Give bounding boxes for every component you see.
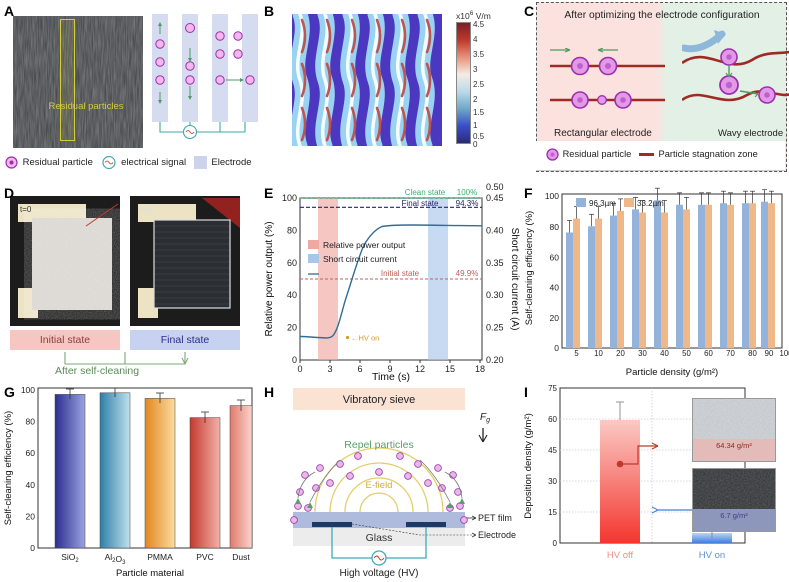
svg-text:0: 0: [30, 543, 35, 553]
svg-text:HV on: HV on: [699, 550, 725, 561]
svg-text:70: 70: [726, 349, 735, 358]
svg-text:50: 50: [682, 180, 691, 182]
svg-text:40: 40: [26, 480, 36, 490]
svg-text:Fg: Fg: [480, 412, 490, 424]
svg-text:90: 90: [770, 180, 779, 182]
svg-text:33.2µm: 33.2µm: [637, 199, 664, 208]
svg-text:60: 60: [704, 180, 713, 182]
svg-text:60: 60: [287, 258, 297, 268]
svg-text:Initial state: Initial state: [381, 269, 420, 278]
svg-text:96.3µm: 96.3µm: [589, 199, 616, 208]
svg-text:15: 15: [548, 508, 557, 517]
svg-text:100: 100: [779, 349, 789, 358]
svg-text:50: 50: [682, 349, 691, 358]
svg-text:Relative power output (%): Relative power output (%): [264, 221, 275, 336]
svg-text:←HV on: ←HV on: [351, 334, 379, 343]
svg-text:10: 10: [594, 349, 603, 358]
svg-text:Particle material: Particle material: [116, 568, 184, 579]
svg-text:80: 80: [26, 417, 36, 427]
svg-text:20: 20: [26, 511, 36, 521]
svg-text:SiO2: SiO2: [61, 552, 79, 564]
svg-text:100: 100: [282, 193, 297, 203]
svg-text:PET film: PET film: [478, 513, 512, 523]
svg-text:0.45: 0.45: [486, 193, 504, 203]
svg-text:94.3%: 94.3%: [456, 199, 479, 208]
svg-text:0: 0: [553, 539, 558, 548]
svg-text:10: 10: [594, 180, 603, 182]
svg-text:60: 60: [550, 252, 560, 262]
svg-text:80: 80: [748, 349, 757, 358]
svg-text:80: 80: [287, 225, 297, 235]
svg-text:Relative power output: Relative power output: [323, 240, 406, 250]
svg-text:6: 6: [357, 364, 362, 374]
svg-text:0.30: 0.30: [486, 290, 504, 300]
svg-text:Final state: Final state: [402, 199, 439, 208]
svg-text:Self-cleaning efficiency (%): Self-cleaning efficiency (%): [3, 411, 14, 525]
svg-text:20: 20: [287, 323, 297, 333]
svg-text:Electrode: Electrode: [478, 530, 516, 540]
svg-text:80: 80: [748, 180, 757, 182]
svg-text:t=d: t=d: [140, 205, 151, 214]
svg-text:0.50: 0.50: [486, 182, 504, 192]
svg-text:0: 0: [297, 364, 302, 374]
svg-text:Self-cleaning efficiency (%): Self-cleaning efficiency (%): [524, 211, 535, 325]
svg-text:100%: 100%: [457, 188, 477, 197]
svg-text:40: 40: [660, 180, 669, 182]
svg-text:0.40: 0.40: [486, 225, 504, 235]
svg-text:20: 20: [550, 313, 560, 323]
svg-text:60: 60: [704, 349, 713, 358]
svg-text:40: 40: [660, 349, 669, 358]
svg-text:PVC: PVC: [196, 552, 213, 562]
svg-text:90: 90: [765, 349, 774, 358]
svg-text:100: 100: [545, 191, 559, 201]
svg-text:75: 75: [548, 384, 557, 393]
svg-text:Al2O3: Al2O3: [105, 552, 127, 566]
svg-text:Dust: Dust: [232, 552, 250, 562]
svg-text:100: 100: [21, 385, 35, 395]
svg-text:0: 0: [554, 343, 559, 353]
svg-text:45: 45: [548, 446, 557, 455]
svg-text:Clean state: Clean state: [405, 188, 446, 197]
svg-text:80: 80: [550, 222, 560, 232]
svg-text:Vibratory sieve: Vibratory sieve: [343, 394, 416, 406]
svg-text:5: 5: [574, 349, 579, 358]
svg-text:Particle density (g/m²): Particle density (g/m²): [626, 367, 718, 378]
svg-text:60: 60: [26, 448, 36, 458]
svg-text:Glass: Glass: [366, 532, 393, 544]
svg-text:18: 18: [475, 364, 485, 374]
svg-text:70: 70: [726, 180, 735, 182]
svg-text:20: 20: [616, 349, 625, 358]
svg-text:HV off: HV off: [607, 550, 634, 561]
svg-text:15: 15: [445, 364, 455, 374]
svg-text:30: 30: [638, 349, 647, 358]
svg-text:t=0: t=0: [20, 205, 32, 214]
svg-text:High voltage (HV): High voltage (HV): [340, 568, 419, 579]
svg-text:30: 30: [638, 180, 647, 182]
svg-text:60: 60: [548, 415, 557, 424]
svg-text:3: 3: [327, 364, 332, 374]
svg-text:40: 40: [550, 283, 560, 293]
svg-text:5: 5: [574, 180, 579, 182]
svg-text:PMMA: PMMA: [147, 552, 173, 562]
svg-text:Repel particles: Repel particles: [344, 439, 413, 451]
svg-text:0.20: 0.20: [486, 355, 504, 365]
svg-text:0.35: 0.35: [486, 258, 504, 268]
svg-text:E-field: E-field: [366, 480, 393, 491]
svg-text:0.25: 0.25: [486, 323, 504, 333]
svg-text:Short circuit current: Short circuit current: [323, 254, 397, 264]
svg-text:40: 40: [287, 290, 297, 300]
svg-text:20: 20: [616, 180, 625, 182]
svg-text:Short circuit current (A): Short circuit current (A): [509, 228, 520, 331]
svg-text:Deposition density (g/m²): Deposition density (g/m²): [523, 413, 534, 519]
svg-text:30: 30: [548, 477, 557, 486]
svg-text:12: 12: [415, 364, 425, 374]
svg-text:49.9%: 49.9%: [456, 269, 479, 278]
svg-text:0: 0: [292, 355, 297, 365]
